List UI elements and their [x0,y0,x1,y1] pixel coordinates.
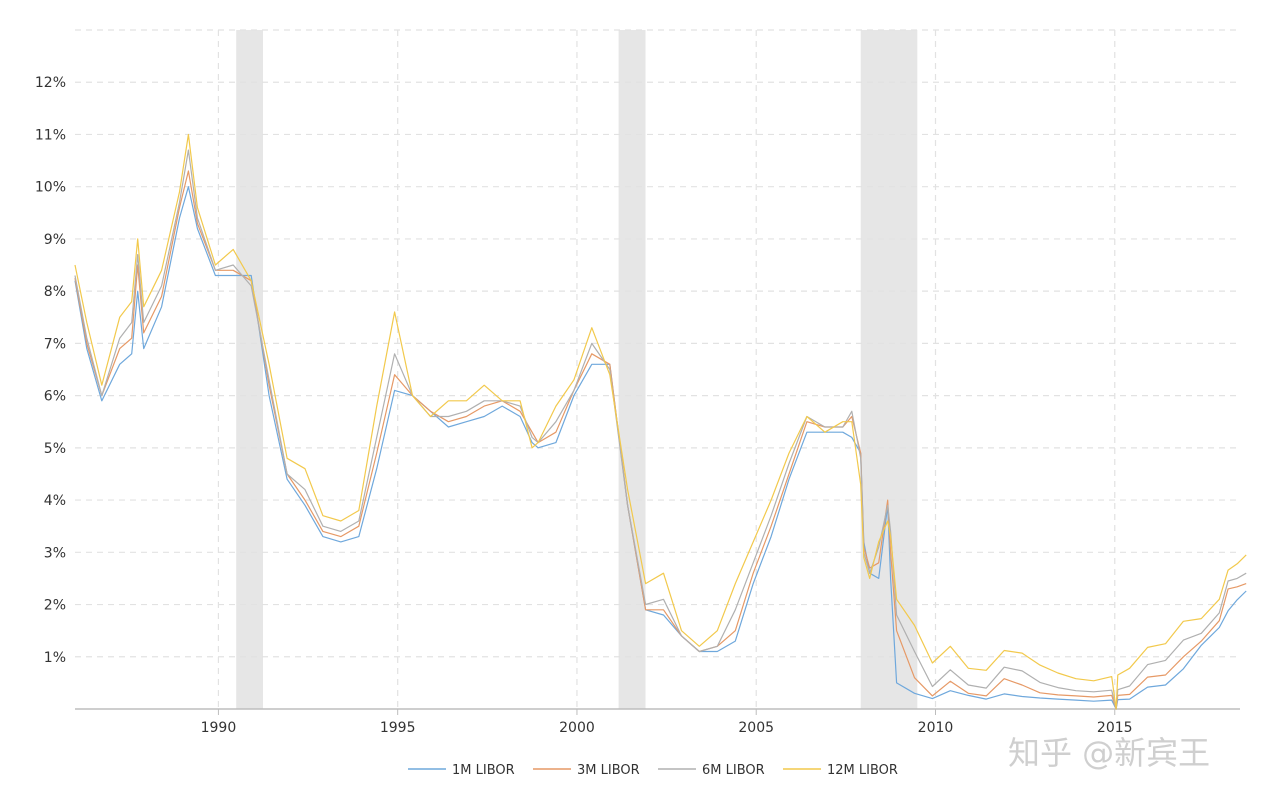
y-tick-label: 2% [44,598,66,614]
recession-band-1 [618,30,646,709]
series-line-12m-libor [74,133,1247,710]
x-tick-label: 2000 [559,720,595,736]
y-tick-label: 3% [44,545,66,561]
y-tick-label: 1% [44,650,66,666]
legend-label: 6M LIBOR [702,763,765,778]
y-tick-label: 5% [44,441,66,457]
y-tick-label: 11% [35,127,66,143]
x-axis-ticks: 1990 1995 2000 2005 2010 2015 [201,709,1133,736]
y-tick-label: 9% [44,232,66,248]
legend-label: 12M LIBOR [827,763,898,778]
y-tick-label: 8% [44,284,66,300]
y-tick-label: 7% [44,336,66,352]
x-tick-label: 1990 [201,720,237,736]
recession-band-0 [236,30,264,709]
series-lines [74,133,1247,710]
y-axis-ticks: 1% 2% 3% 4% 5% 6% 7% 8% 9% 10% 11% 12% [35,75,66,666]
x-tick-label: 2010 [918,720,954,736]
legend-label: 1M LIBOR [452,763,515,778]
x-tick-label: 2015 [1097,720,1133,736]
recession-band-2 [860,30,918,709]
y-tick-label: 4% [44,493,66,509]
y-tick-label: 12% [35,75,66,91]
legend-label: 3M LIBOR [577,763,640,778]
x-tick-label: 2005 [738,720,774,736]
grid [75,29,1240,709]
watermark-text: 知乎 @新宾王 [1008,734,1211,772]
x-tick-label: 1995 [380,720,416,736]
series-line-6m-libor [74,149,1247,710]
legend: 1M LIBOR 3M LIBOR 6M LIBOR 12M LIBOR [408,763,898,778]
y-tick-label: 10% [35,180,66,196]
y-tick-label: 6% [44,389,66,405]
recession-shading [236,30,918,709]
